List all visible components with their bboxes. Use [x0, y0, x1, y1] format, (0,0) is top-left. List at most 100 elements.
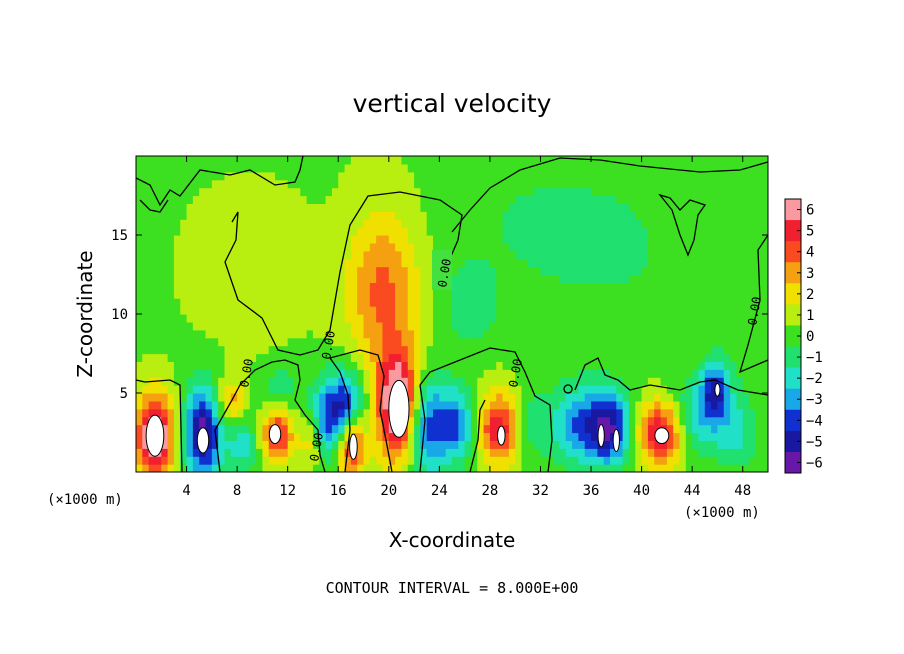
field-cell [445, 211, 453, 220]
field-cell [300, 227, 308, 236]
field-cell [281, 456, 289, 465]
field-cell [300, 235, 308, 244]
field-cell [281, 385, 289, 394]
field-cell [312, 416, 320, 426]
field-cell [426, 337, 434, 347]
field-cell [736, 203, 744, 212]
field-cell [136, 298, 143, 307]
field-cell [470, 250, 478, 260]
field-cell [540, 440, 548, 449]
field-cell [489, 314, 497, 323]
field-cell [755, 353, 763, 362]
field-cell [445, 377, 453, 386]
field-cell [610, 369, 617, 378]
field-cell [230, 400, 238, 410]
field-cell [445, 321, 453, 331]
field-cell [458, 377, 466, 386]
field-cell [578, 163, 586, 173]
field-cell [306, 393, 314, 402]
field-cell [534, 298, 542, 307]
field-cell [622, 345, 630, 355]
field-cell [445, 440, 453, 449]
field-cell [237, 195, 245, 204]
field-cell [628, 258, 636, 268]
field-cell [224, 156, 232, 165]
field-cell [603, 464, 611, 472]
field-cell [180, 329, 188, 339]
field-cell [249, 290, 257, 299]
field-cell [199, 369, 207, 378]
field-cell [287, 448, 295, 457]
field-cell [243, 314, 251, 323]
field-cell [565, 179, 573, 189]
field-cell [603, 345, 611, 355]
field-cell [483, 211, 491, 220]
field-cell [173, 369, 181, 378]
field-cell [142, 345, 150, 355]
field-cell [508, 432, 516, 441]
field-cell [527, 393, 535, 402]
field-cell [382, 369, 390, 378]
field-cell [382, 282, 390, 291]
field-cell [452, 235, 459, 244]
field-cell [553, 416, 561, 426]
field-cell [508, 227, 516, 236]
field-cell [268, 282, 276, 291]
field-cell [249, 353, 257, 362]
field-cell [338, 187, 346, 197]
field-cell [312, 282, 320, 291]
field-cell [730, 353, 737, 362]
field-cell [749, 393, 756, 402]
field-cell [749, 329, 756, 339]
field-cell [218, 250, 226, 260]
field-cell [616, 227, 624, 236]
field-cell [420, 290, 428, 299]
field-cell [546, 377, 554, 386]
field-cell [256, 393, 263, 402]
field-cell [515, 337, 523, 347]
field-cell [154, 306, 162, 315]
field-cell [458, 235, 466, 244]
field-cell [742, 298, 750, 307]
field-cell [610, 448, 617, 457]
field-cell [761, 385, 768, 394]
field-cell [192, 432, 200, 441]
field-cell [515, 187, 523, 197]
field-cell [281, 211, 289, 220]
field-cell [591, 203, 598, 212]
colorbar-swatch [785, 430, 801, 453]
field-cell [660, 306, 668, 315]
field-cell [673, 408, 681, 418]
field-cell [249, 306, 257, 315]
field-cell [161, 179, 169, 189]
field-cell [477, 440, 485, 449]
colorbar-swatch [785, 367, 801, 390]
field-cell [237, 424, 245, 434]
field-cell [647, 440, 655, 449]
field-cell [306, 345, 314, 355]
field-cell [192, 400, 200, 410]
field-cell [401, 345, 409, 355]
field-cell [344, 156, 352, 165]
field-cell [742, 258, 750, 268]
field-cell [205, 250, 213, 260]
field-cell [534, 282, 542, 291]
field-cell [496, 306, 504, 315]
field-cell [660, 242, 668, 252]
field-cell [470, 464, 478, 472]
field-cell [635, 156, 643, 165]
field-cell [578, 179, 586, 189]
field-cell [692, 337, 700, 347]
field-cell [275, 163, 282, 173]
field-cell [426, 416, 434, 426]
field-cell [723, 321, 731, 331]
field-cell [635, 424, 643, 434]
field-cell [148, 345, 156, 355]
field-cell [654, 345, 662, 355]
field-cell [704, 298, 712, 307]
field-cell [325, 258, 333, 268]
field-cell [426, 298, 434, 307]
field-cell [205, 203, 213, 212]
field-cell [325, 235, 333, 244]
field-cell [376, 274, 384, 283]
